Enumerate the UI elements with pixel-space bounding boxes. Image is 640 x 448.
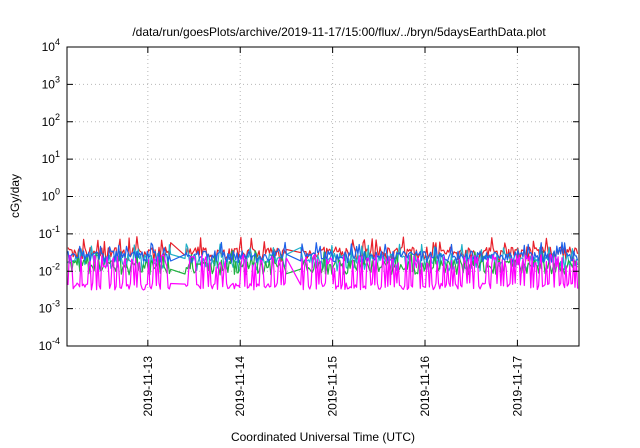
series-line <box>67 236 579 263</box>
x-tick-label: 2019-11-15 <box>326 356 340 417</box>
tick-marks <box>67 46 579 347</box>
grid-lines <box>67 47 579 346</box>
y-tick-labels: 10-4 10-3 10-2 10-1 100 101 102 103 104 <box>39 37 60 353</box>
y-tick-label: 10-2 <box>39 261 60 278</box>
y-axis-label: cGy/day <box>8 174 22 218</box>
x-tick-label: 2019-11-17 <box>510 356 524 417</box>
series-line <box>67 254 579 291</box>
chart-title: /data/run/goesPlots/archive/2019-11-17/1… <box>132 25 546 39</box>
y-tick-label: 100 <box>42 187 60 204</box>
y-tick-label: 102 <box>42 112 60 129</box>
x-tick-label: 2019-11-16 <box>418 356 432 417</box>
x-tick-labels: 2019-11-13 2019-11-14 2019-11-15 2019-11-16… <box>141 356 525 417</box>
x-tick-label: 2019-11-13 <box>141 356 155 417</box>
y-tick-label: 10-4 <box>39 336 60 353</box>
series-line <box>67 241 579 264</box>
y-tick-label: 103 <box>42 74 60 91</box>
data-series <box>67 236 579 291</box>
y-tick-label: 10-3 <box>39 299 60 316</box>
y-tick-label: 101 <box>42 149 60 166</box>
x-tick-label: 2019-11-14 <box>233 356 247 417</box>
y-tick-label: 10-1 <box>39 224 60 241</box>
x-axis-label: Coordinated Universal Time (UTC) <box>231 430 415 444</box>
y-tick-label: 104 <box>42 37 60 54</box>
